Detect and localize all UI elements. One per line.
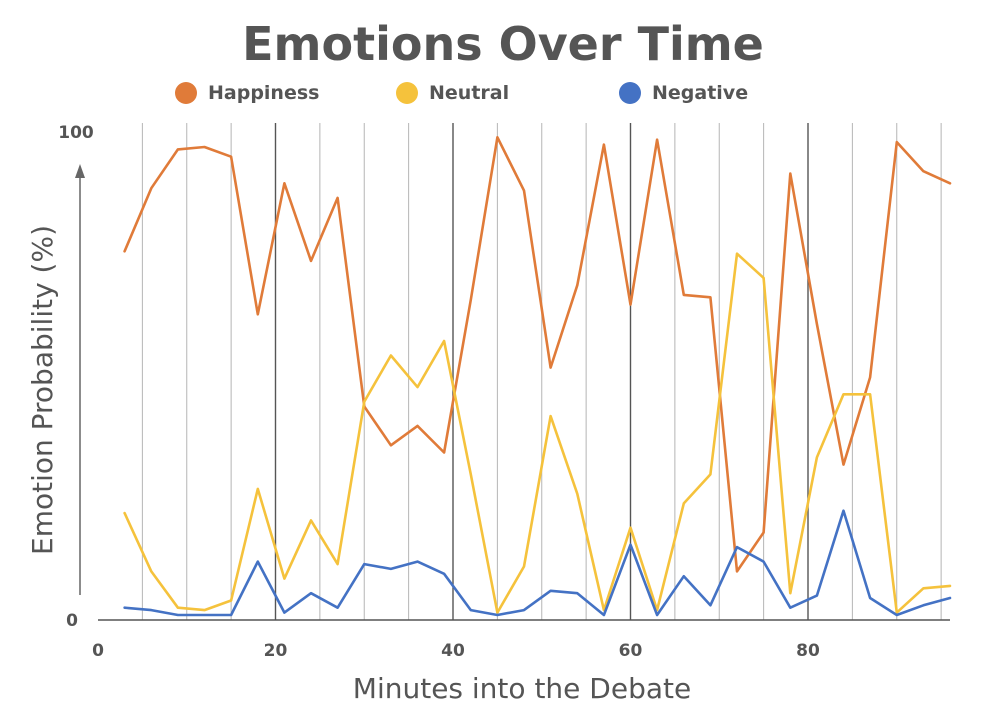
y-axis-label: Emotion Probability (%) [26, 225, 59, 555]
x-tick-label: 60 [619, 641, 643, 661]
x-tick-label: 40 [441, 641, 465, 661]
legend-label: Negative [652, 82, 748, 104]
legend-swatch [175, 82, 197, 104]
x-tick-label: 20 [264, 641, 288, 661]
y-tick-label: 100 [58, 123, 94, 143]
series-line-neutral [123, 252, 952, 614]
chart-title: Emotions Over Time [242, 17, 764, 71]
legend-swatch [619, 82, 641, 104]
x-tick-labels: 0 20 40 60 80 [92, 641, 820, 661]
y-tick-labels: 0 100 [58, 123, 94, 631]
series-line-negative [123, 509, 952, 617]
series-lines [123, 136, 952, 617]
series-line-happiness [123, 136, 952, 573]
x-tick-label: 0 [92, 641, 104, 661]
x-tick-label: 80 [796, 641, 820, 661]
legend-swatch [396, 82, 418, 104]
legend: Happiness Neutral Negative [175, 82, 748, 104]
legend-label: Neutral [429, 82, 509, 104]
legend-label: Happiness [208, 82, 319, 104]
grid-lines [141, 123, 942, 620]
x-axis-label: Minutes into the Debate [353, 672, 691, 705]
axes [75, 164, 950, 621]
y-tick-label: 0 [66, 611, 78, 631]
y-axis-arrow-head [75, 164, 85, 178]
